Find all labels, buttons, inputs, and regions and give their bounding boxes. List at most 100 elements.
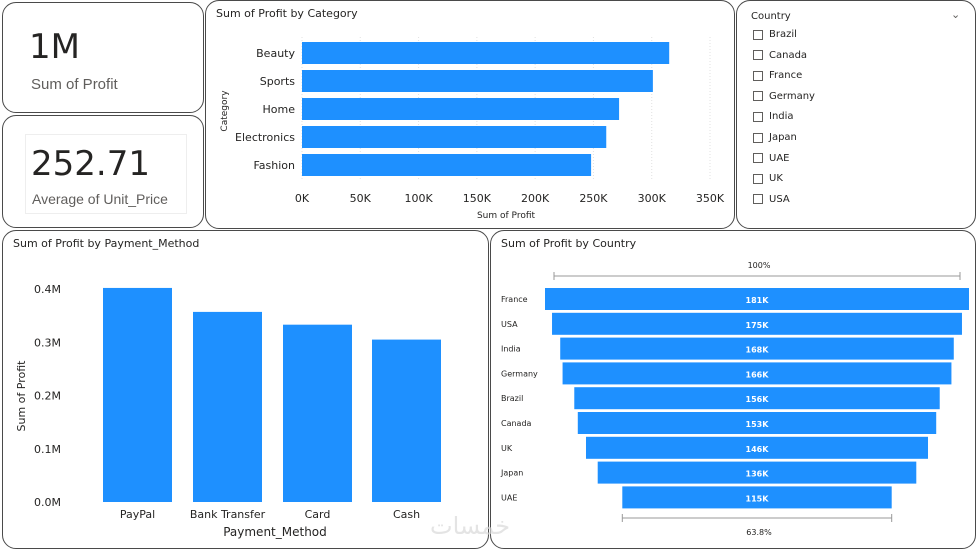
- slicer-title: Country: [751, 11, 791, 22]
- y-tick-label: 0.1M: [34, 443, 61, 456]
- kpi-inner-frame: [25, 134, 187, 214]
- slicer-item-label: UK: [769, 173, 783, 185]
- slicer-item-japan[interactable]: Japan: [753, 132, 797, 143]
- bar-fashion: [302, 154, 592, 176]
- kpi-card-price[interactable]: 252.71 Average of Unit_Price: [2, 115, 204, 228]
- bar-paypal: [103, 287, 172, 502]
- funnel-bar-canada: [577, 412, 937, 434]
- funnel-bottom-label: 63.8%: [746, 528, 772, 537]
- funnel-category-label: UK: [501, 444, 513, 453]
- funnel-bar-india: [560, 337, 954, 360]
- checkbox[interactable]: [753, 153, 763, 164]
- slicer-item-germany[interactable]: Germany: [753, 91, 815, 102]
- payment-chart-card[interactable]: Sum of Profit by Payment_Method 0.0M 0.1M…: [2, 230, 489, 549]
- bar-home: [302, 98, 620, 120]
- funnel-bar-usa: [552, 312, 962, 335]
- x-tick-label: 100K: [404, 192, 433, 205]
- slicer-item-brazil[interactable]: Brazil: [753, 29, 797, 40]
- funnel-value-label: 168K: [746, 346, 770, 355]
- y-tick-label: Sports: [260, 75, 296, 88]
- x-tick-label: 350K: [696, 192, 725, 205]
- funnel-bar-brazil: [574, 387, 940, 410]
- x-tick-label: Card: [305, 508, 331, 521]
- y-tick-label: 0.2M: [34, 390, 61, 403]
- funnel-category-label: France: [501, 295, 528, 304]
- bar-electronics: [302, 126, 607, 148]
- slicer-item-uae[interactable]: UAE: [753, 153, 789, 164]
- funnel-bar-uae: [622, 486, 892, 509]
- y-axis-title: Sum of Profit: [15, 360, 28, 432]
- funnel-category-label: India: [501, 345, 521, 354]
- x-tick-label: 0K: [295, 192, 310, 205]
- funnel-value-label: 153K: [746, 420, 770, 429]
- country-chart-card[interactable]: Sum of Profit by Country 100% 181K France 1…: [490, 230, 976, 549]
- checkbox[interactable]: [753, 194, 763, 205]
- bar-bank-transfer: [193, 311, 262, 502]
- kpi-card-profit[interactable]: 1M Sum of Profit: [2, 2, 204, 113]
- bar-card: [283, 324, 352, 502]
- slicer-item-label: UAE: [769, 152, 790, 164]
- checkbox[interactable]: [753, 29, 763, 40]
- x-tick-label: 250K: [579, 192, 608, 205]
- kpi-price-value: 252.71: [31, 144, 150, 184]
- slicer-item-usa[interactable]: USA: [753, 194, 790, 205]
- x-tick-label: Bank Transfer: [190, 508, 266, 521]
- funnel-category-label: USA: [501, 320, 518, 329]
- y-tick-label: Electronics: [235, 131, 295, 144]
- slicer-item-canada[interactable]: Canada: [753, 50, 807, 61]
- bar-beauty: [302, 42, 670, 64]
- slicer-item-label: Brazil: [769, 29, 797, 40]
- checkbox[interactable]: [753, 173, 763, 184]
- checkbox[interactable]: [753, 111, 763, 122]
- slicer-item-label: USA: [769, 193, 790, 205]
- payment-chart-title: Sum of Profit by Payment_Method: [13, 237, 200, 250]
- slicer-item-india[interactable]: India: [753, 111, 794, 122]
- y-tick-label: 0.4M: [34, 283, 61, 296]
- checkbox[interactable]: [753, 91, 763, 102]
- country-funnel-chart: 100% 181K France 175K USA 168K India 166K German…: [500, 261, 969, 537]
- funnel-value-label: 146K: [746, 445, 770, 454]
- country-chart-title: Sum of Profit by Country: [501, 237, 637, 250]
- category-chart: 0K 50K 100K 150K 200K 250K 300K 350K Beauty Sport…: [220, 37, 725, 221]
- slicer-item-label: India: [769, 111, 794, 123]
- funnel-category-label: Japan: [500, 469, 523, 478]
- category-chart-title: Sum of Profit by Category: [216, 7, 358, 20]
- x-tick-label: PayPal: [120, 508, 155, 521]
- funnel-value-label: 115K: [746, 494, 770, 503]
- funnel-bar-uk: [585, 436, 929, 459]
- checkbox[interactable]: [753, 70, 763, 81]
- bar-cash: [372, 339, 441, 502]
- funnel-category-label: Canada: [501, 419, 532, 428]
- slicer-item-uk[interactable]: UK: [753, 173, 783, 184]
- x-tick-label: 200K: [521, 192, 550, 205]
- y-tick-label: Fashion: [253, 159, 295, 172]
- slicer-item-label: Canada: [769, 49, 808, 61]
- kpi-profit-label: Sum of Profit: [31, 76, 118, 93]
- x-tick-label: Cash: [393, 508, 420, 521]
- funnel-bar-germany: [562, 362, 952, 385]
- funnel-value-label: 181K: [746, 296, 770, 305]
- y-tick-label: Beauty: [256, 47, 295, 60]
- funnel-bar-france: [545, 288, 969, 310]
- x-axis-title: Payment_Method: [223, 525, 327, 539]
- bar-sports: [302, 70, 653, 92]
- checkbox[interactable]: [753, 50, 763, 61]
- chevron-down-icon[interactable]: ⌄: [951, 8, 961, 21]
- funnel-category-label: Brazil: [501, 394, 523, 403]
- y-tick-label: Home: [263, 103, 296, 116]
- kpi-profit-value: 1M: [29, 27, 80, 67]
- funnel-value-label: 175K: [746, 321, 770, 330]
- funnel-value-label: 166K: [746, 370, 770, 379]
- checkbox[interactable]: [753, 132, 763, 143]
- x-tick-label: 300K: [638, 192, 667, 205]
- x-axis-title: Sum of Profit: [477, 211, 536, 221]
- slicer-item-france[interactable]: France: [753, 70, 802, 81]
- slicer-item-label: Germany: [769, 90, 815, 102]
- y-axis-title: Category: [220, 90, 230, 132]
- category-chart-card[interactable]: Sum of Profit by Category 0K 50K 100K 150K 2…: [205, 0, 735, 229]
- country-slicer[interactable]: Country ⌄ Brazil Canada France Germany India…: [736, 0, 976, 229]
- y-tick-label: 0.3M: [34, 336, 61, 349]
- kpi-price-label: Average of Unit_Price: [32, 191, 168, 207]
- funnel-value-label: 156K: [746, 395, 770, 404]
- watermark-logo: خمسات: [430, 512, 511, 540]
